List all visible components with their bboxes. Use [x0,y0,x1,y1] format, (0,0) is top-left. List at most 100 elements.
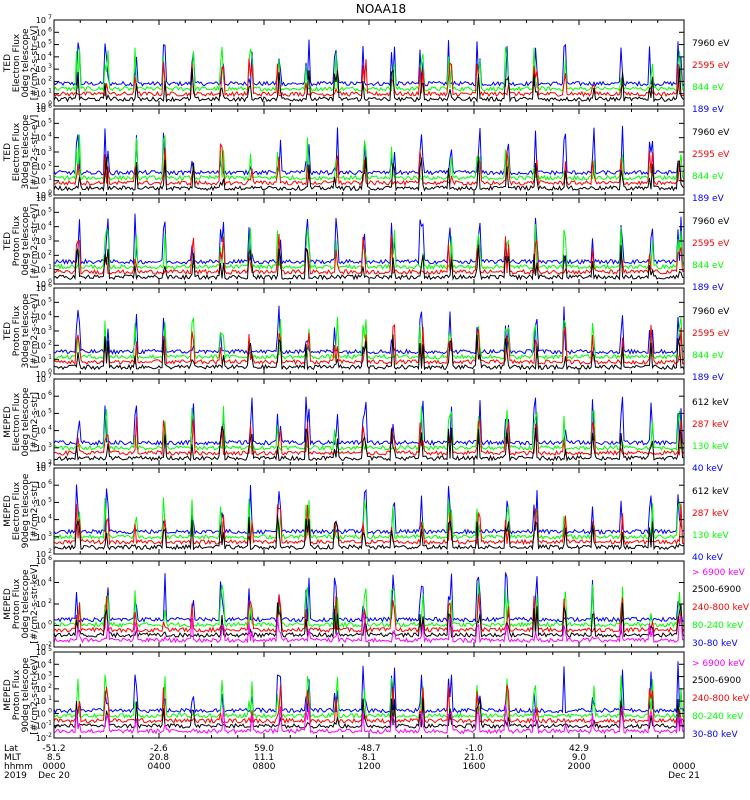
y-tick-exponent: 3 [48,531,52,538]
y-tick-label: 10 [36,298,46,307]
y-tick-exponent: 4 [48,51,52,58]
series-trace [54,323,684,366]
y-tick-label: 10 [36,16,46,25]
x-tick-hhmm: 0000 [43,762,66,772]
y-tick-label: 10 [36,102,46,111]
series-trace [54,142,684,187]
y-tick-label: 10 [36,643,46,652]
traces [54,396,684,462]
y-tick-exponent: 6 [48,26,52,33]
series-trace [54,503,684,546]
y-tick-exponent: 5 [48,206,52,213]
legend-entry: 2595 eV [692,61,730,71]
y-tick-exponent: 4 [48,514,52,521]
series-trace [54,593,684,634]
y-tick-exponent: 4 [48,425,52,432]
y-tick-label: 10 [36,685,46,694]
y-tick-label: 10 [36,409,46,418]
y-tick-exponent: 6 [48,479,52,486]
y-tick-exponent: 2 [48,598,52,605]
legend-entry: 189 eV [692,373,725,383]
y-axis-label: [#/cm2-s-str-keV] [30,655,40,734]
y-tick-label: 10 [36,622,46,631]
x-tick-lat: 42.9 [569,744,589,754]
traces [54,305,684,371]
y-tick-exponent: 4 [48,221,52,228]
y-axis-label: Electron Flux [12,122,22,181]
x-tick-mlt: 9.0 [572,753,587,763]
series-trace [54,416,684,457]
legend-entry: 7960 eV [692,217,730,227]
series-trace [54,703,684,735]
traces [54,125,684,192]
y-tick-label: 10 [36,464,46,473]
y-axis-label: 0deg telescope [21,569,31,639]
y-axis-label: TED [3,232,13,251]
y-tick-exponent: 4 [48,577,52,584]
traces [54,572,684,644]
y-tick-exponent: 0 [48,620,52,627]
traces [54,484,684,551]
y-axis-label: Proton Flux [12,578,22,629]
y-tick-exponent: 2 [48,683,52,690]
y-tick-exponent: -2 [46,641,52,648]
legend-entry: 2500-6900 [692,585,741,595]
y-axis-label: MEPED [3,406,13,438]
x-tick-mlt: 8.1 [362,753,376,763]
y-axis-label: [#/cm2-s-str] [30,481,40,541]
legend-entry: 40 keV [692,553,724,563]
y-tick-exponent: 5 [48,646,52,653]
legend-entry: 844 eV [692,261,725,271]
y-tick-exponent: 7 [48,373,52,380]
y-tick-label: 10 [36,41,46,50]
x-row-label: 2019 [4,771,27,781]
figure-title: NOAA18 [356,2,406,16]
series-trace [54,46,684,93]
y-tick-label: 10 [36,266,46,275]
y-tick-label: 10 [36,284,46,293]
y-tick-label: 10 [36,327,46,336]
legend-entry: 30-80 keV [692,639,738,649]
y-tick-label: 10 [36,498,46,507]
x-tick-lat: -51.2 [42,744,65,754]
y-tick-label: 10 [36,481,46,490]
y-axis-label: Electron Flux [12,33,22,92]
x-tick-hhmm: 2000 [568,762,591,772]
y-axis-label: TED [3,322,13,341]
legend-entry: 130 keV [692,442,729,452]
series-trace [54,334,684,371]
legend-entry: 7960 eV [692,39,730,49]
y-tick-exponent: 1 [48,88,52,95]
y-tick-exponent: 6 [48,555,52,562]
y-tick-exponent: 2 [48,548,52,555]
legend-entry: 2595 eV [692,329,730,339]
y-tick-label: 10 [36,280,46,289]
series-trace [54,602,684,639]
x-tick-mlt: 20.8 [149,753,169,763]
series-trace [54,581,684,629]
y-tick-label: 10 [36,65,46,74]
y-tick-exponent: 4 [48,658,52,665]
y-tick-label: 10 [36,194,46,203]
y-tick-exponent: 5 [48,496,52,503]
y-tick-label: 10 [36,162,46,171]
x-tick-lat: 59.0 [254,744,274,754]
x-tick-hhmm: 0000 [673,762,696,772]
y-axis-label: MEPED [3,495,13,527]
legend-entry: 287 keV [692,420,729,430]
legend-entry: 189 eV [692,283,725,293]
y-axis-label: [#/cm2-s-str] [30,392,40,452]
legend-entry: > 6900 keV [692,659,746,669]
legend-entry: 130 keV [692,531,729,541]
y-tick-label: 10 [36,148,46,157]
traces [54,661,684,735]
y-tick-exponent: 2 [48,339,52,346]
y-tick-label: 10 [36,177,46,186]
series-trace [54,425,684,462]
legend-entry: 80-240 keV [692,712,744,722]
